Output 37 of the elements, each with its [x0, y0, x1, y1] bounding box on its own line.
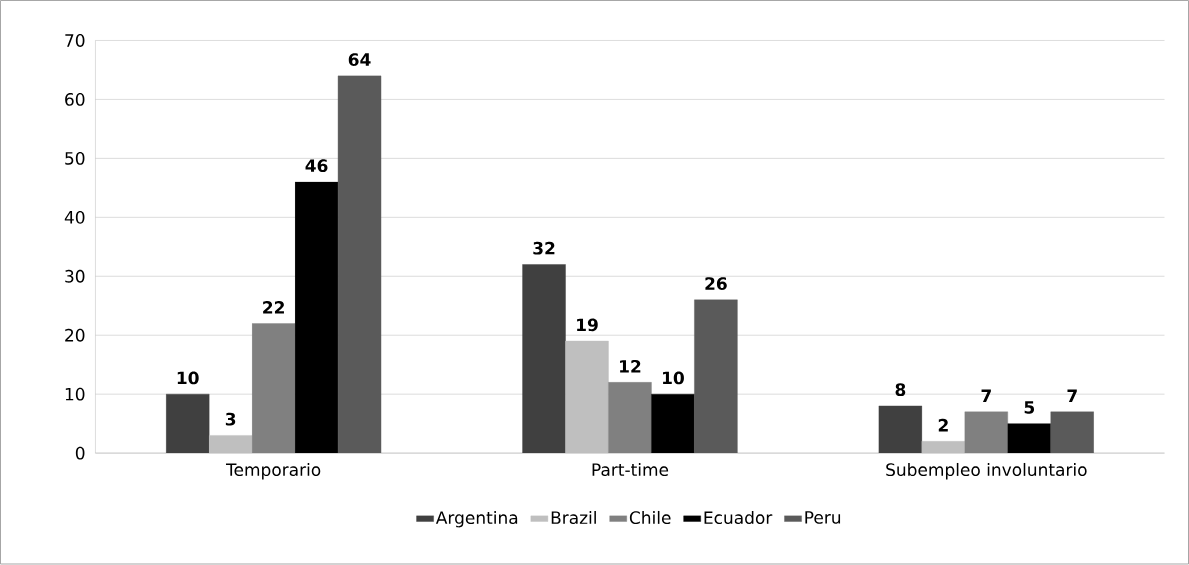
data-label: 64	[348, 53, 371, 67]
bar	[878, 405, 923, 454]
bar	[522, 264, 566, 454]
bar	[1007, 423, 1051, 454]
bar	[651, 394, 695, 454]
bar	[294, 181, 339, 454]
legend-label: Ecuador	[704, 511, 773, 525]
data-label: 5	[1024, 401, 1035, 415]
y-tick-label: 10	[65, 387, 85, 401]
data-label: 2	[938, 419, 948, 432]
data-label: 3	[225, 412, 236, 426]
y-tick-label: 20	[65, 329, 85, 342]
legend-label: Chile	[629, 511, 671, 525]
legend-label: Argentina	[435, 511, 518, 528]
legend-label: Brazil	[551, 511, 596, 525]
x-tick-label: Subempleo involuntario	[886, 463, 1087, 480]
data-label: 32	[533, 241, 555, 255]
data-label: 22	[263, 301, 284, 314]
data-label: 7	[981, 389, 991, 403]
data-label: 19	[577, 318, 598, 332]
bar	[166, 394, 210, 454]
data-label: 8	[895, 383, 906, 397]
y-tick-label: 40	[64, 211, 85, 224]
y-tick-label: 50	[65, 152, 85, 166]
data-label: 26	[705, 277, 727, 291]
data-label: 12	[620, 360, 641, 373]
y-tick-label: 60	[65, 93, 85, 107]
x-tick-label: Temporario	[225, 463, 321, 480]
data-label: 10	[663, 371, 684, 385]
data-label: 46	[305, 159, 328, 173]
data-label: 7	[1067, 389, 1077, 403]
y-tick-label: 70	[65, 34, 85, 48]
x-tick-label: Part-time	[592, 463, 669, 477]
y-tick-label: 30	[65, 270, 85, 283]
legend-label: Peru	[805, 511, 841, 525]
y-tick-label: 0	[75, 446, 85, 460]
data-label: 10	[177, 371, 199, 385]
